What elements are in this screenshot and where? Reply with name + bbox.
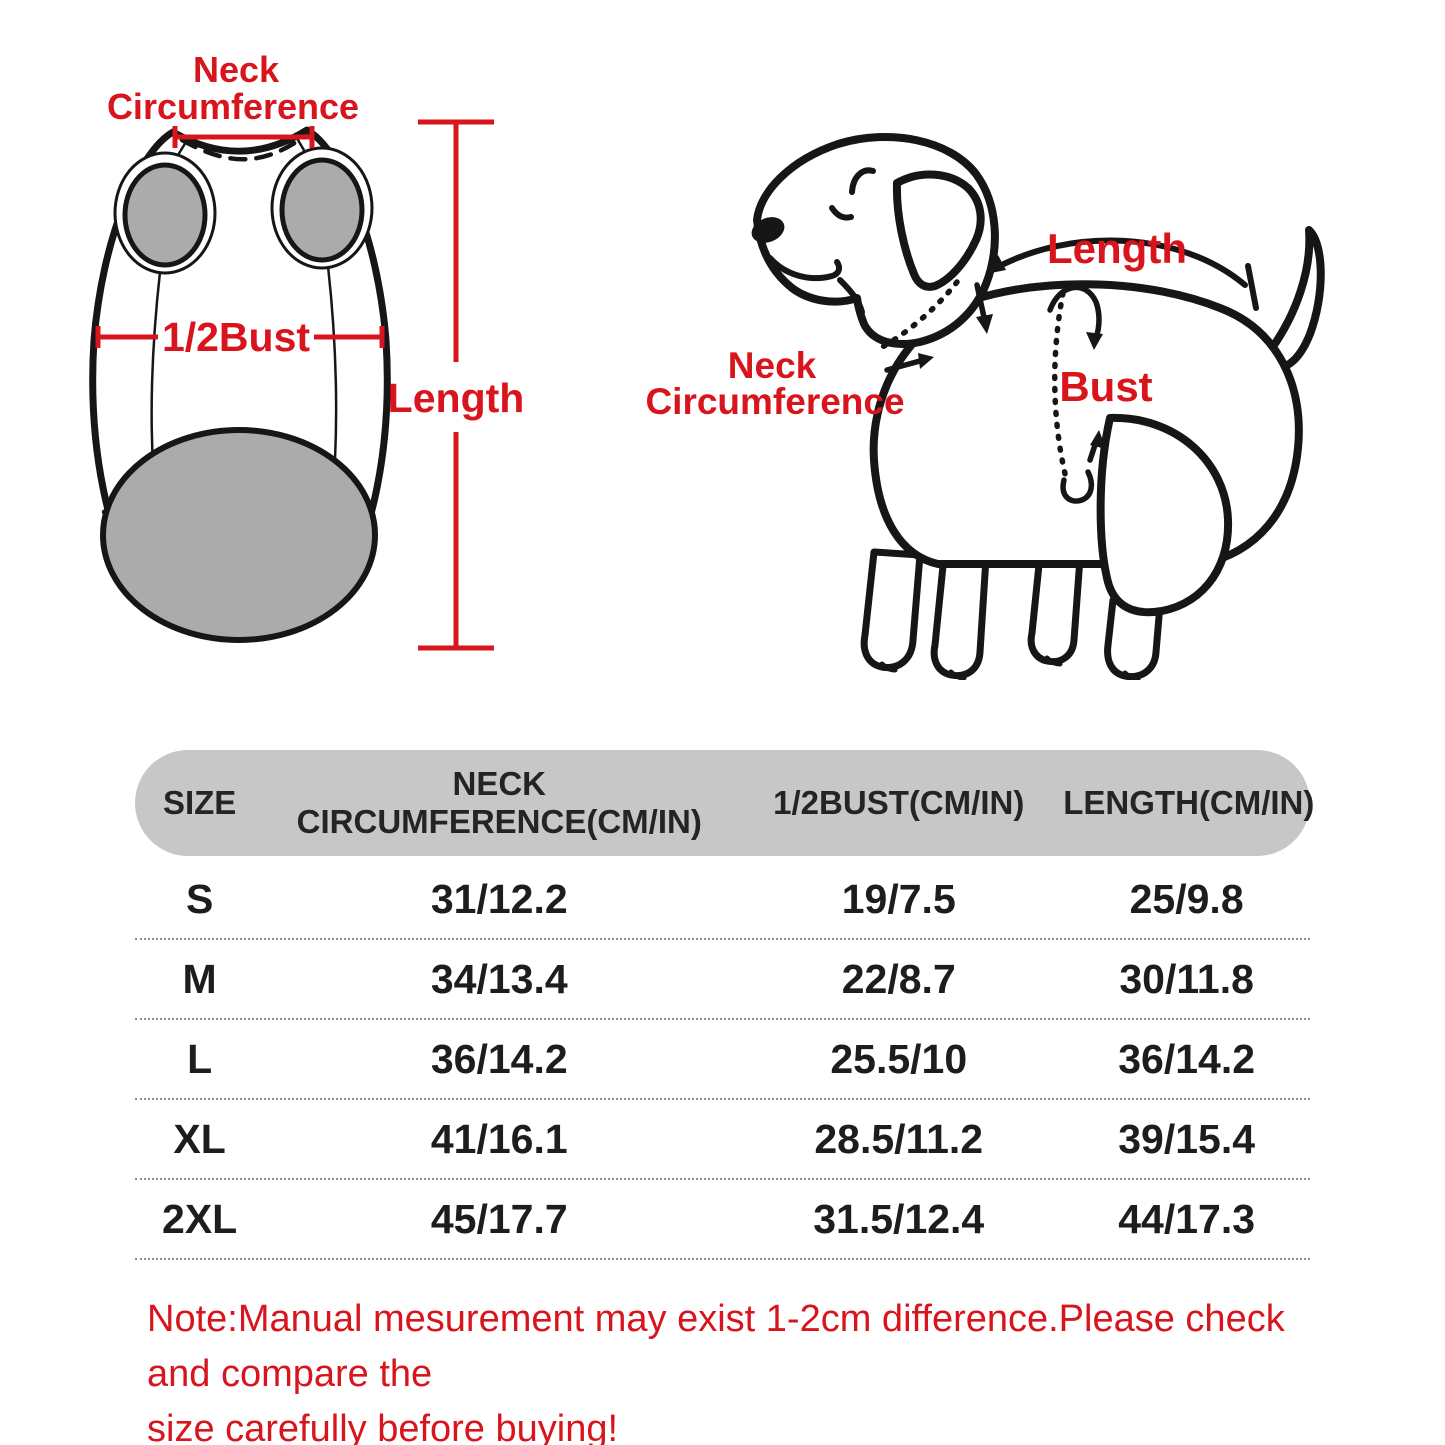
table-row-l: L 36/14.2 25.5/10 36/14.2: [135, 1020, 1310, 1100]
cell-length: 44/17.3: [1118, 1195, 1256, 1242]
length-arrow-head: [986, 255, 1006, 274]
length-measure-curve: [993, 237, 1259, 311]
cell-bust: 28.5/11.2: [814, 1115, 984, 1162]
dog-bust-label: Bust: [1059, 363, 1152, 410]
cell-size: M: [182, 955, 217, 1002]
right-armhole: [279, 157, 365, 263]
dog-chin-line: [837, 277, 865, 315]
neck-arrow-up: [884, 358, 923, 373]
bust-top-arrow-head: [1086, 332, 1103, 350]
note-line-2: size carefully before buying!: [147, 1408, 619, 1445]
neck-dotted-line: [874, 279, 960, 353]
dog-brow: [849, 167, 876, 195]
dog-mouth: [767, 255, 843, 282]
garment-neck-label-line1: Neck: [193, 49, 280, 90]
measurement-note: Note:Manual mesurement may exist 1-2cm d…: [147, 1292, 1347, 1445]
vest-neckline-dashed: [179, 135, 305, 162]
bust-top-hook: [1047, 284, 1102, 341]
dog-eye: [829, 205, 854, 221]
cell-neck: 41/16.1: [430, 1115, 568, 1162]
dog-neck-label-line2: Circumference: [645, 381, 904, 422]
dog-nose: [751, 217, 785, 243]
garment-length-label: Length: [388, 375, 525, 421]
vest-bottom-opening: [100, 427, 378, 643]
dog-length-label: Length: [1047, 225, 1187, 272]
neck-arrow-up-head: [918, 353, 934, 369]
length-measure-line: [418, 119, 494, 651]
cell-neck: 45/17.7: [430, 1195, 568, 1242]
bust-measure-line: [95, 326, 385, 348]
size-table-rows: S 31/12.2 19/7.5 25/9.8 M 34/13.4 22/8.7…: [135, 860, 1310, 1260]
cell-bust: 31.5/12.4: [813, 1195, 985, 1242]
table-row-m: M 34/13.4 22/8.7 30/11.8: [135, 940, 1310, 1020]
cell-length: 39/15.4: [1118, 1115, 1256, 1162]
dog-rear-thigh: [1096, 413, 1233, 617]
header-neck-circumference: NECK CIRCUMFERENCE(CM/IN): [296, 765, 702, 840]
dog-paw-marks: [879, 655, 1141, 680]
dog-ear: [892, 170, 985, 291]
size-table: SIZE NECK CIRCUMFERENCE(CM/IN) 1/2BUST(C…: [135, 750, 1315, 1260]
dog-rear-leg-far: [1027, 551, 1084, 666]
cell-length: 36/14.2: [1118, 1035, 1256, 1082]
header-size: SIZE: [162, 784, 237, 821]
cell-length: 30/11.8: [1119, 955, 1254, 1002]
dog-front-leg-near: [930, 552, 990, 680]
cell-size: S: [185, 875, 214, 922]
cell-size: XL: [173, 1115, 226, 1162]
left-armhole: [122, 162, 208, 268]
bust-bottom-arrow-head: [1090, 430, 1106, 449]
dog-front-leg-far: [860, 548, 924, 672]
cell-bust: 22/8.7: [841, 955, 956, 1002]
bust-bottom-loop: [1060, 469, 1095, 504]
table-row-s: S 31/12.2 19/7.5 25/9.8: [135, 860, 1310, 940]
garment-neck-label-line2: Circumference: [107, 86, 359, 127]
header-length: LENGTH(CM/IN): [1063, 784, 1315, 821]
cell-neck: 31/12.2: [430, 875, 568, 922]
cell-bust: 19/7.5: [841, 875, 956, 922]
cell-length: 25/9.8: [1129, 875, 1244, 922]
cell-bust: 25.5/10: [830, 1035, 968, 1082]
dog-tail: [1268, 226, 1325, 371]
cell-neck: 36/14.2: [430, 1035, 568, 1082]
dog-neck-label-line1: Neck: [728, 345, 817, 386]
cell-size: 2XL: [162, 1195, 238, 1242]
size-table-header: SIZE NECK CIRCUMFERENCE(CM/IN) 1/2BUST(C…: [135, 750, 1315, 856]
cell-size: L: [187, 1035, 213, 1082]
table-row-xl: XL 41/16.1 28.5/11.2 39/15.4: [135, 1100, 1310, 1180]
dog-measurement-illustration: Length Neck Circumference Bust: [645, 133, 1325, 680]
garment-measurement-diagram: Neck Circumference 1/2Bust Length: [89, 49, 525, 651]
garment-bust-label: 1/2Bust: [162, 314, 310, 360]
neck-arrow-down-head: [976, 314, 993, 334]
table-row-2xl: 2XL 45/17.7 31.5/12.4 44/17.3: [135, 1180, 1310, 1260]
neck-measure-line: [172, 126, 315, 148]
cell-neck: 34/13.4: [430, 955, 568, 1002]
note-line-1: Note:Manual mesurement may exist 1-2cm d…: [147, 1298, 1285, 1395]
header-half-bust: 1/2BUST(CM/IN): [773, 784, 1025, 821]
